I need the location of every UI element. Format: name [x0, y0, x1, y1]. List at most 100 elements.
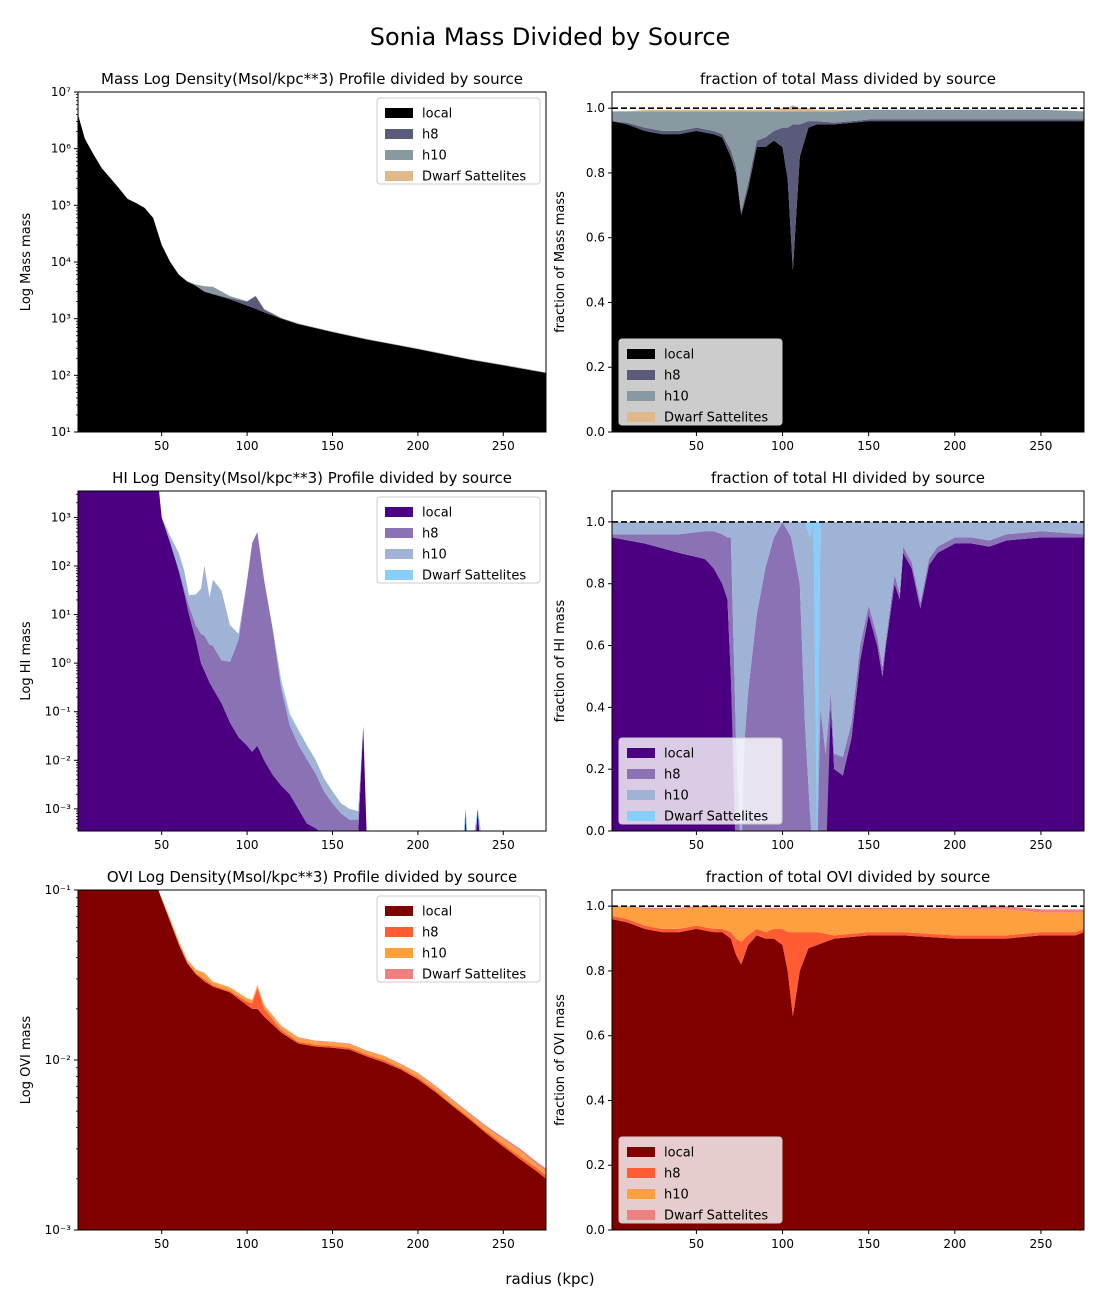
y-tick-label: 0.2	[586, 762, 605, 776]
legend-swatch	[385, 171, 413, 181]
panel-title: HI Log Density(Msol/kpc**3) Profile divi…	[112, 469, 512, 487]
area-h10	[158, 890, 546, 1176]
panel-title: fraction of total Mass divided by source	[700, 70, 996, 88]
legend-label: h8	[422, 527, 439, 542]
x-tick-label: 250	[1029, 838, 1052, 852]
x-tick-label: 50	[689, 439, 704, 453]
y-tick-label: 0.6	[586, 1029, 605, 1043]
legend: local h8 h10 Dwarf Sattelites	[376, 97, 541, 185]
y-tick-label: 1.0	[586, 515, 605, 529]
x-tick-label: 100	[236, 1237, 259, 1251]
x-tick-label: 200	[406, 838, 429, 852]
x-tick-label: 200	[943, 439, 966, 453]
plot-area	[78, 890, 546, 1230]
y-tick-label: 10³	[51, 510, 71, 524]
y-tick-label: 0.8	[586, 964, 605, 978]
legend-label: h8	[422, 926, 439, 941]
x-tick-label: 150	[857, 439, 880, 453]
x-tick-label: 100	[771, 1237, 794, 1251]
legend-swatch	[385, 969, 413, 979]
x-tick-label: 100	[771, 439, 794, 453]
y-axis-label: Log OVI mass	[19, 1016, 34, 1105]
legend-label: h10	[422, 947, 447, 962]
y-tick-label: 0.0	[586, 1223, 605, 1237]
y-tick-label: 0.4	[586, 700, 605, 714]
legend-label: local	[422, 506, 452, 521]
legend-swatch	[627, 811, 655, 821]
legend-label: local	[422, 107, 452, 122]
x-tick-label: 100	[771, 838, 794, 852]
y-axis-label: fraction of Mass mass	[553, 191, 568, 333]
legend-swatch	[627, 1168, 655, 1178]
x-tick-label: 250	[1029, 439, 1052, 453]
area-local	[78, 890, 546, 1230]
legend-swatch	[385, 570, 413, 580]
y-tick-label: 10⁻²	[45, 753, 72, 767]
y-tick-label: 10⁻¹	[45, 705, 72, 719]
y-tick-label: 10⁷	[51, 85, 71, 99]
panel-title: OVI Log Density(Msol/kpc**3) Profile div…	[107, 868, 517, 886]
x-tick-label: 150	[321, 439, 344, 453]
x-tick-label: 250	[492, 439, 515, 453]
y-tick-label: 0.2	[586, 1158, 605, 1172]
legend-box	[376, 496, 541, 584]
area-local	[78, 491, 480, 831]
legend-swatch	[627, 1210, 655, 1220]
legend-label: local	[664, 747, 694, 762]
legend-swatch	[627, 412, 655, 422]
legend-label: h10	[422, 548, 447, 563]
x-tick-label: 100	[236, 439, 259, 453]
legend-swatch	[385, 129, 413, 139]
y-tick-label: 10⁶	[51, 142, 71, 156]
area-h10	[612, 109, 1084, 212]
y-tick-label: 10⁻¹	[45, 883, 72, 897]
x-tick-label: 100	[236, 838, 259, 852]
axes-frame	[611, 490, 1085, 832]
legend-label: Dwarf Sattelites	[422, 569, 526, 584]
legend-swatch	[627, 1147, 655, 1157]
area-dwarf-sattelites	[612, 906, 1084, 913]
area-h10	[612, 906, 1084, 942]
legend-swatch	[627, 370, 655, 380]
x-tick-label: 150	[857, 838, 880, 852]
legend-box	[618, 1136, 783, 1224]
x-tick-label: 50	[154, 838, 169, 852]
panel-title: fraction of total OVI divided by source	[706, 868, 990, 886]
figure-xlabel: radius (kpc)	[505, 1270, 594, 1288]
plot-area	[78, 491, 481, 831]
panel-hi-fraction: fraction of total HI divided by source fr…	[553, 469, 1085, 852]
legend-label: h8	[664, 369, 681, 384]
legend-label: Dwarf Sattelites	[664, 411, 768, 426]
panel-ovi-fraction: fraction of total OVI divided by source f…	[553, 868, 1085, 1251]
y-axis-label: fraction of OVI mass	[553, 994, 568, 1126]
legend: local h8 h10 Dwarf Sattelites	[618, 338, 783, 426]
plot-area	[78, 114, 546, 432]
area-h8	[159, 491, 481, 831]
legend-label: h8	[422, 128, 439, 143]
area-dwarf-sattelites	[612, 104, 1084, 112]
x-tick-label: 150	[857, 1237, 880, 1251]
x-tick-label: 50	[689, 838, 704, 852]
legend-swatch	[627, 790, 655, 800]
legend-label: h8	[664, 768, 681, 783]
legend-label: local	[664, 1146, 694, 1161]
legend-swatch	[627, 391, 655, 401]
y-tick-label: 0.0	[586, 824, 605, 838]
x-tick-label: 250	[1029, 1237, 1052, 1251]
x-tick-label: 200	[943, 838, 966, 852]
legend-label: h8	[664, 1167, 681, 1182]
y-axis-label: Log HI mass	[19, 621, 34, 700]
legend-label: Dwarf Sattelites	[422, 968, 526, 983]
y-tick-label: 0.2	[586, 360, 605, 374]
legend-swatch	[385, 108, 413, 118]
x-tick-label: 200	[406, 439, 429, 453]
panel-ovi-log: OVI Log Density(Msol/kpc**3) Profile div…	[19, 868, 547, 1251]
area-h10	[612, 521, 1084, 831]
legend: local h8 h10 Dwarf Sattelites	[376, 895, 541, 983]
y-tick-label: 0.0	[586, 425, 605, 439]
legend-label: local	[664, 348, 694, 363]
panel-title: fraction of total HI divided by source	[711, 469, 985, 487]
legend-label: Dwarf Sattelites	[664, 810, 768, 825]
legend-box	[618, 737, 783, 825]
legend: local h8 h10 Dwarf Sattelites	[376, 496, 541, 584]
